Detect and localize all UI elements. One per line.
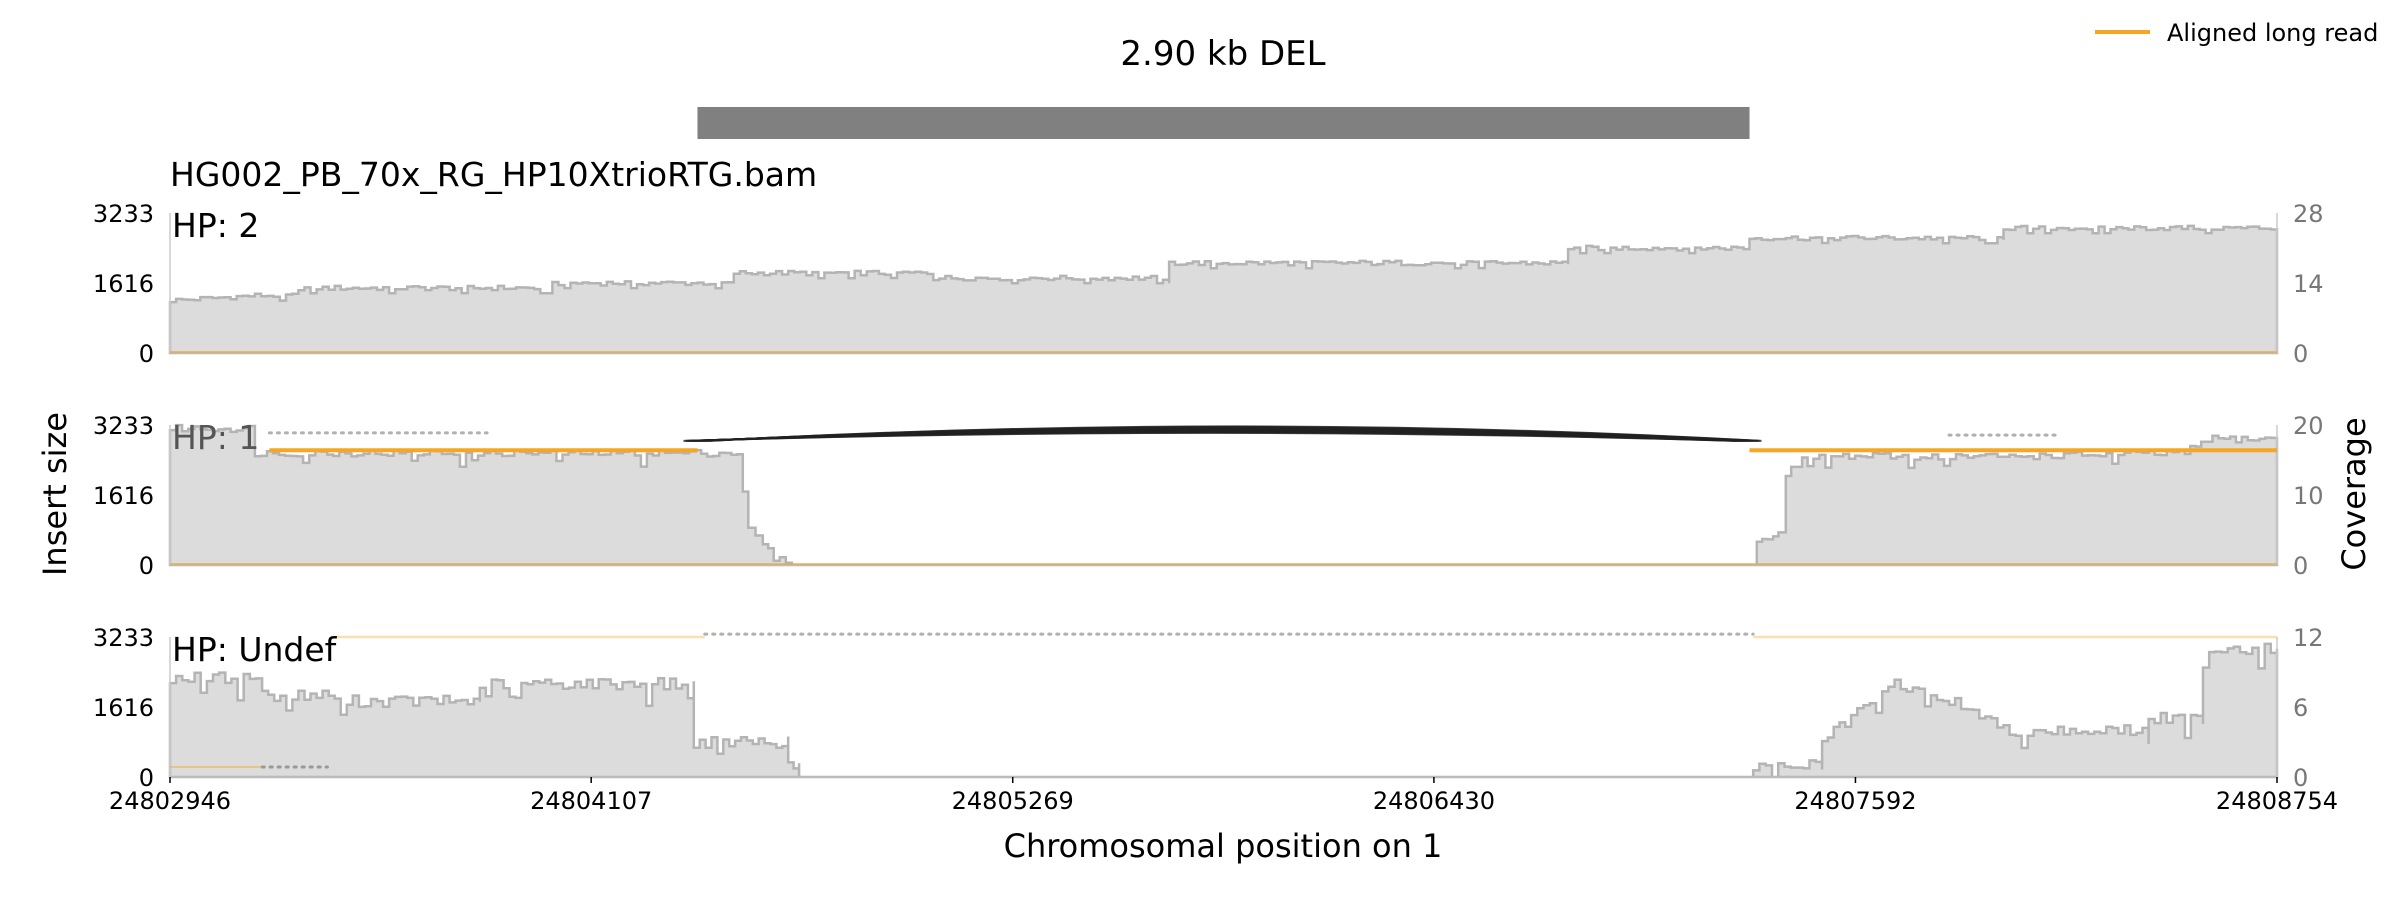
panel-label: HP: 1 (172, 418, 259, 457)
y-axis-label-left: Insert size (36, 412, 74, 576)
x-tick-label: 24805269 (952, 787, 1074, 815)
legend: Aligned long read (2095, 19, 2378, 47)
right-tick-label: 12 (2293, 624, 2324, 652)
panels: 0 1616 3233 0 14 28 HP: 2 0 1616 3233 0 10 20 HP: 1 0 1… (93, 200, 2324, 792)
x-tick-label: 24808754 (2216, 787, 2338, 815)
left-tick-label: 0 (139, 764, 154, 792)
left-tick-label: 0 (139, 340, 154, 368)
left-tick-label: 3233 (93, 624, 154, 652)
legend-label: Aligned long read (2167, 19, 2378, 47)
left-tick-label: 1616 (93, 270, 154, 298)
right-tick-label: 14 (2293, 270, 2324, 298)
y-axis-label-right: Coverage (2335, 417, 2373, 570)
right-tick-label: 10 (2293, 482, 2324, 510)
right-tick-label: 20 (2293, 412, 2324, 440)
coverage-area (168, 224, 2279, 355)
left-tick-label: 3233 (93, 412, 154, 440)
x-axis-label: Chromosomal position on 1 (1004, 827, 1443, 865)
left-tick-label: 1616 (93, 482, 154, 510)
panel-label: HP: Undef (172, 630, 338, 669)
variant-bar (697, 107, 1750, 139)
x-tick-label: 24806430 (1373, 787, 1495, 815)
panel-label: HP: 2 (172, 206, 259, 245)
x-tick-label: 24802946 (109, 787, 231, 815)
left-tick-label: 0 (139, 552, 154, 580)
left-tick-label: 1616 (93, 694, 154, 722)
right-tick-label: 0 (2293, 764, 2308, 792)
sample-name: HG002_PB_70x_RG_HP10XtrioRTG.bam (170, 155, 817, 194)
panel-1: 0 1616 3233 0 14 28 HP: 2 (93, 200, 2324, 368)
panel-3: 0 1616 3233 0 6 12 HP: Undef (93, 624, 2324, 792)
split-read-arc (709, 425, 1762, 442)
x-axis: 24802946 24804107 24805269 24806430 24807592… (109, 777, 2338, 815)
right-tick-label: 0 (2293, 552, 2308, 580)
chart-title: 2.90 kb DEL (1120, 34, 1325, 74)
panel-2: 0 1616 3233 0 10 20 HP: 1 (93, 412, 2324, 580)
right-tick-label: 0 (2293, 340, 2308, 368)
left-tick-label: 3233 (93, 200, 154, 228)
x-tick-label: 24807592 (1794, 787, 1916, 815)
right-tick-label: 6 (2293, 694, 2308, 722)
x-tick-label: 24804107 (530, 787, 652, 815)
coverage-area (168, 423, 2279, 567)
right-tick-label: 28 (2293, 200, 2324, 228)
coverage-area (168, 642, 2279, 779)
